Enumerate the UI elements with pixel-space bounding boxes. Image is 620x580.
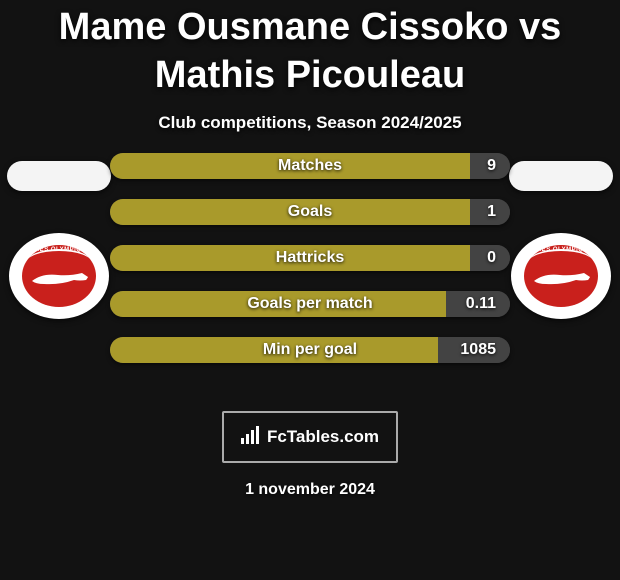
stat-row: Hattricks 0 (110, 245, 510, 271)
stat-label: Hattricks (276, 249, 344, 267)
club-badge-left: NIMES OLYMPIQUE (9, 233, 109, 319)
stat-label: Min per goal (263, 341, 357, 359)
subtitle: Club competitions, Season 2024/2025 (0, 113, 620, 133)
brand-label: FcTables.com (267, 427, 379, 447)
player-right-column: NIMES OLYMPIQUE (506, 161, 616, 319)
stat-label: Matches (278, 157, 342, 175)
stat-value-right: 1 (487, 203, 496, 221)
stat-row: Goals per match 0.11 (110, 291, 510, 317)
date-label: 1 november 2024 (0, 481, 620, 499)
country-flag-right (509, 161, 613, 191)
stat-label: Goals (288, 203, 332, 221)
club-name-left: NIMES OLYMPIQUE (22, 247, 96, 253)
brand-box: FcTables.com (222, 411, 398, 463)
stat-value-right: 0.11 (466, 295, 496, 313)
country-flag-left (7, 161, 111, 191)
stat-value-right: 1085 (460, 341, 496, 359)
comparison-area: NIMES OLYMPIQUE NIMES OLYMPIQUE Matches9… (0, 161, 620, 401)
bar-chart-icon (241, 426, 261, 449)
stat-value-right: 0 (487, 249, 496, 267)
stats-bars: Matches 9 Goals 1 Hattricks 0 Goals per match 0… (110, 153, 510, 383)
stat-row: Matches 9 (110, 153, 510, 179)
club-badge-right: NIMES OLYMPIQUE (511, 233, 611, 319)
stat-value-right: 9 (487, 157, 496, 175)
crocodile-icon (532, 267, 592, 289)
player-left-column: NIMES OLYMPIQUE (4, 161, 114, 319)
club-name-right: NIMES OLYMPIQUE (524, 247, 598, 253)
page-title: Mame Ousmane Cissoko vs Mathis Picouleau (0, 0, 620, 99)
stat-row: Goals 1 (110, 199, 510, 225)
stat-row: Min per goal 1085 (110, 337, 510, 363)
crocodile-icon (30, 267, 90, 289)
stat-label: Goals per match (247, 295, 372, 313)
